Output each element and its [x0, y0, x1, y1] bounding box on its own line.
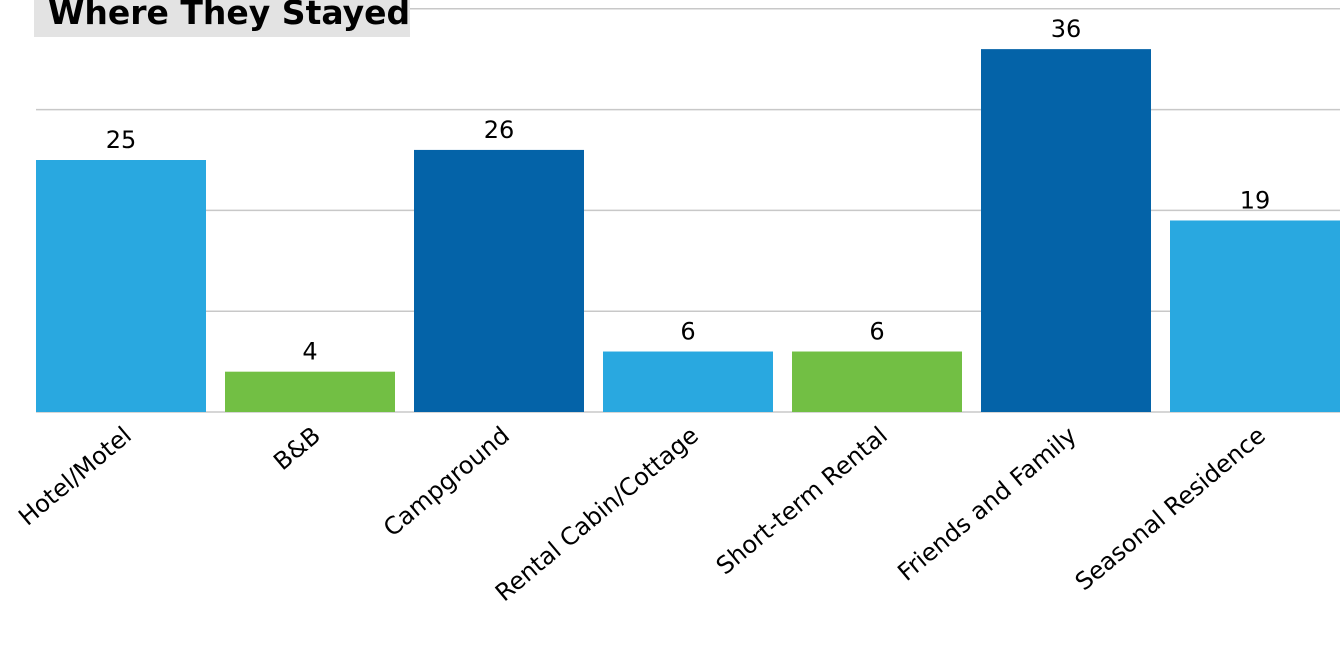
bar [414, 149, 584, 413]
category-label: Campground [378, 421, 515, 542]
category-label: Hotel/Motel [13, 421, 137, 531]
bar [1170, 220, 1340, 412]
category-label: Short-term Rental [711, 421, 893, 580]
value-labels: 25 4 26 6 6 36 19 [106, 15, 1271, 366]
bar [981, 49, 1151, 413]
category-label: Friends and Family [892, 421, 1082, 586]
bar [36, 160, 206, 412]
bar [225, 371, 395, 412]
bar [792, 351, 962, 412]
data-label: 19 [1240, 186, 1271, 214]
data-label: 25 [106, 126, 137, 154]
data-label: 6 [869, 318, 884, 346]
data-label: 6 [680, 318, 695, 346]
bars [36, 49, 1340, 413]
data-label: 26 [484, 116, 515, 144]
category-label: B&B [268, 421, 326, 476]
chart-title-box [34, 0, 410, 37]
category-label: Seasonal Residence [1070, 421, 1271, 596]
chart-title: Where They Stayed [48, 0, 411, 32]
data-label: 36 [1051, 15, 1082, 43]
data-label: 4 [302, 338, 317, 366]
category-label: Rental Cabin/Cottage [490, 421, 704, 607]
bar [603, 351, 773, 412]
